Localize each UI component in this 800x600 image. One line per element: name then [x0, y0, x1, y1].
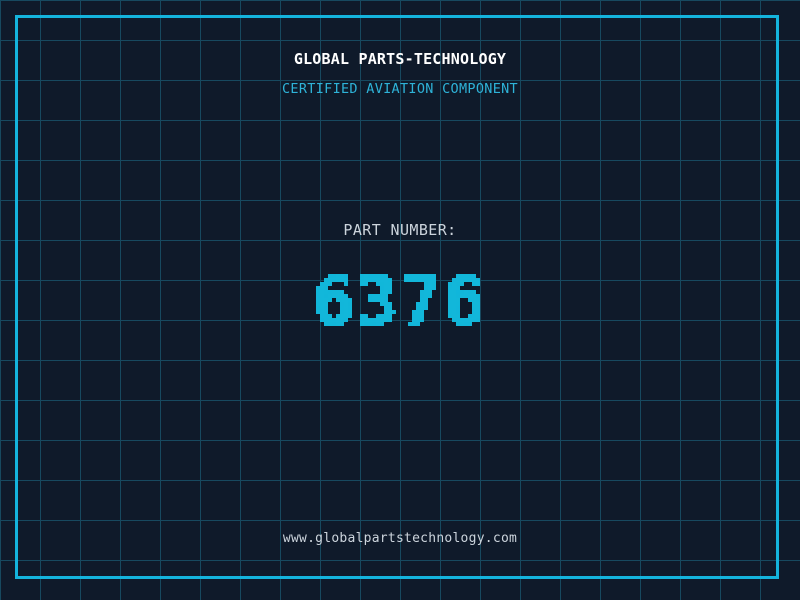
page-subtitle: CERTIFIED AVIATION COMPONENT	[282, 81, 518, 97]
part-number-display	[308, 266, 492, 338]
part-number-label: PART NUMBER:	[343, 221, 457, 239]
website-url: www.globalpartstechnology.com	[282, 531, 518, 546]
page-title: GLOBAL PARTS-TECHNOLOGY	[293, 50, 507, 68]
